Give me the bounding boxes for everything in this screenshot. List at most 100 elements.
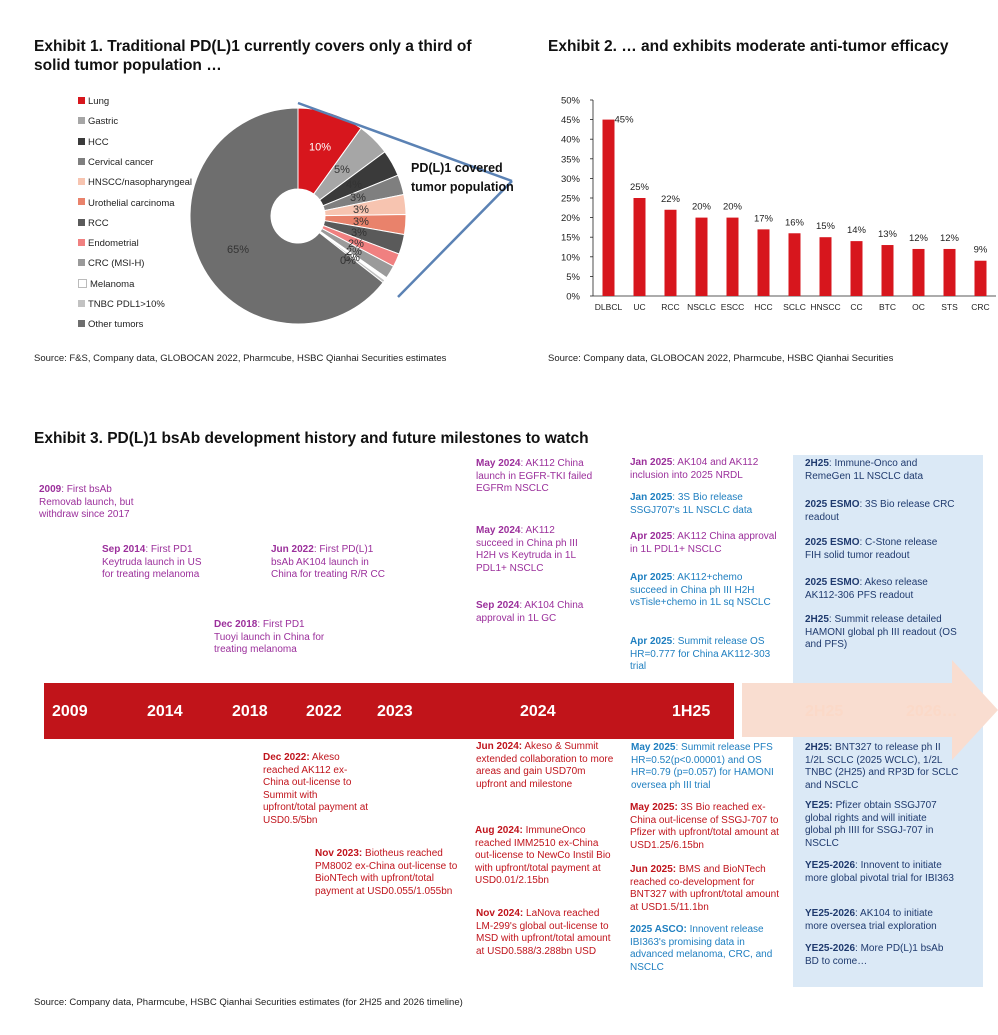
x-tick-label: BTC [879,302,896,312]
legend-label: Lung [88,96,110,107]
legend-swatch [78,117,85,125]
donut-label: 3% [353,204,369,216]
exhibit1-title-line2: solid tumor population … [34,57,222,74]
donut-label: 10% [309,141,331,153]
bar [633,198,646,296]
legend-item: Cervical cancer [78,157,153,169]
event-2025-jan-a: Jan 2025: AK104 and AK112 inclusion into… [630,457,759,481]
bar-data-label: 13% [878,229,898,240]
event-2025-jun: Jun 2025: BMS and BioNTech reached co-de… [630,864,779,913]
exhibit1-source: Source: F&S, Company data, GLOBOCAN 2022… [34,353,447,364]
bar-data-label: 17% [754,213,774,224]
bar [788,233,801,296]
y-tick-label: 10% [561,252,581,263]
x-tick-label: CRC [971,302,989,312]
legend-label: CRC (MSI-H) [88,258,145,270]
event-2023-nov: Nov 2023: Biotheus reached PM8002 ex-Chi… [315,848,458,897]
legend-label: Endometrial [88,238,139,250]
legend-label: Other tumors [88,319,144,331]
exhibit2-title: Exhibit 2. … and exhibits moderate anti-… [548,38,949,55]
donut-label: 5% [334,164,350,176]
legend-label: Cervical cancer [88,156,154,168]
event-2024-may-b: May 2024: AK112 succeed in China ph III … [476,525,578,574]
y-tick-label: 40% [561,135,581,146]
bar [602,119,615,296]
bar-data-label: 9% [974,245,988,256]
exhibit2-source: Source: Company data, GLOBOCAN 2022, Pha… [548,353,894,364]
legend-swatch [78,137,85,145]
bar [912,248,925,296]
legend-swatch [78,320,85,328]
legend-swatch [78,259,85,267]
donut-slice [189,107,384,325]
event-2022-dec: Dec 2022: Akeso reached AK112 ex-China o… [263,752,369,826]
future-event-2: 2025 ESMO: 3S Bio release CRC readout [805,499,955,523]
legend-label: Melanoma [90,278,135,290]
exhibit1-title-line1: Exhibit 1. Traditional PD(L)1 currently … [34,38,472,55]
legend-item: CRC (MSI-H) [78,258,144,270]
milestone-2023: 2023 [377,703,413,720]
exhibit1-title: Exhibit 1. Traditional PD(L)1 currently … [34,37,534,75]
bar-chart: 0% 5% 10% 15% 20% 25% 30% 35% 40% 45% 50% 45% DLBCL 2… [561,96,996,312]
event-2025-may-b: May 2025: 3S Bio reached ex-China out-li… [630,802,779,851]
legend-item: Lung [78,96,109,108]
bar-data-label: 20% [692,202,712,213]
future-event-3: 2025 ESMO: C-Stone release FIH solid tum… [805,537,938,561]
legend-label: TNBC PDL1>10% [88,299,165,310]
donut-label: 0% [344,252,360,264]
donut-label: 3% [353,216,369,228]
bar [726,217,739,296]
future-arrow [742,660,998,760]
legend-label: HCC [88,136,109,148]
event-2024-aug: Aug 2024: ImmuneOnco reached IMM2510 ex-… [475,825,611,887]
legend-swatch [78,278,87,288]
y-tick-label: 20% [561,213,581,224]
exhibit3-source: Source: Company data, Pharmcube, HSBC Qi… [34,997,463,1008]
donut-label: 4% [346,179,362,191]
milestone-2h25: 2H25 [805,703,844,720]
legend-swatch [78,218,85,226]
legend-label: RCC [88,217,109,229]
event-2024-sep: Sep 2024: AK104 China approval in 1L GC [476,600,584,624]
legend-item: Gastric [78,116,118,128]
bar [850,241,863,296]
legend-swatch [78,157,85,165]
bar [974,260,987,296]
event-2025-apr-a: Apr 2025: AK112 China approval in 1L PDL… [630,531,777,555]
bar-data-label: 25% [630,182,650,193]
x-tick-label: STS [941,302,958,312]
event-2025-asco: 2025 ASCO: Innovent release IBI363's pro… [630,924,773,973]
legend-swatch [78,178,85,186]
event-2014: Sep 2014: First PD1 Keytruda launch in U… [102,544,202,581]
legend-item: Other tumors [78,319,143,331]
legend-item: Endometrial [78,238,139,250]
milestone-2024: 2024 [520,703,556,720]
x-tick-label: RCC [661,302,679,312]
bar-data-label: 16% [785,217,805,228]
callout-text: PD(L)1 covered tumor population [411,159,514,197]
donut-label: 3% [350,192,366,204]
future-below-2: YE25: Pfizer obtain SSGJ707 global right… [805,800,937,849]
future-below-1: 2H25: BNT327 to release ph II 1/2L SCLC … [805,742,959,791]
legend-label: HNSCC/nasopharyngeal [88,177,193,189]
bar [819,237,832,296]
y-tick-label: 5% [566,272,580,283]
event-2009: 2009: First bsAb Removab launch, but wit… [39,484,134,521]
milestone-2022: 2022 [306,703,342,720]
event-2025-may-a: May 2025: Summit release PFS HR=0.52(p<0… [631,742,774,791]
y-tick-label: 50% [561,96,581,107]
y-tick-label: 25% [561,194,581,205]
event-2025-jan-b: Jan 2025: 3S Bio release SSGJ707's 1L NS… [630,492,753,516]
event-2022: Jun 2022: First PD(L)1 bsAb AK104 launch… [271,544,385,581]
event-2024-nov: Nov 2024: LaNova reached LM-299's global… [476,908,611,957]
donut-label: 65% [227,244,249,256]
milestone-1h25: 1H25 [672,703,711,720]
future-below-5: YE25-2026: More PD(L)1 bsAb BD to come… [805,943,944,967]
legend-swatch [78,299,85,307]
callout-bracket [297,101,513,298]
x-tick-label: NSCLC [687,302,716,312]
bar-data-label: 12% [940,233,960,244]
bar-data-label: 15% [816,221,836,232]
milestone-2009: 2009 [52,703,88,720]
bar-data-label: 12% [909,233,929,244]
